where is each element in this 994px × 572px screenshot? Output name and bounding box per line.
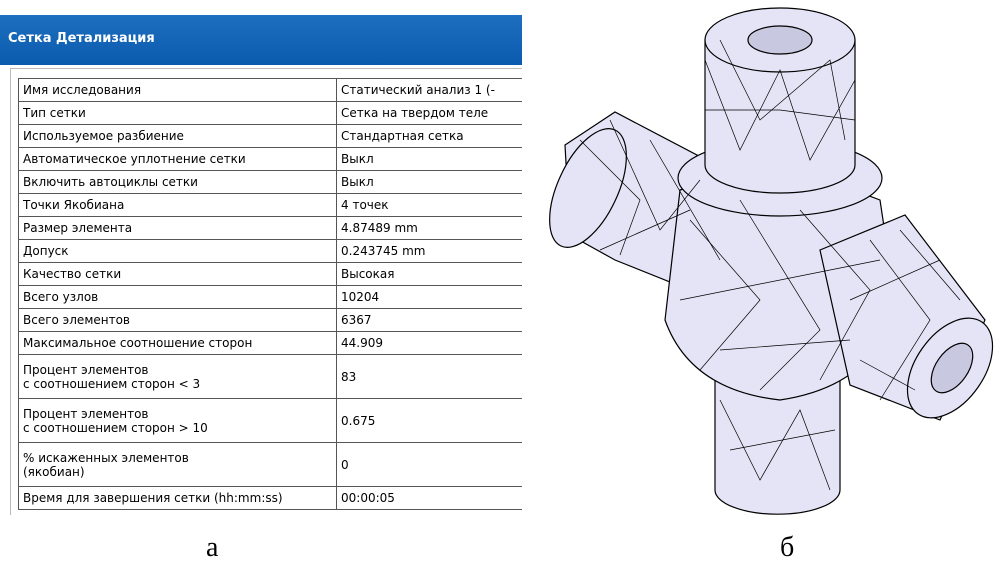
mesh-model xyxy=(0,0,994,572)
page: {"header": {"title": "Сетка Детализация"… xyxy=(0,0,994,572)
top-hole xyxy=(748,26,812,54)
caption-a: а xyxy=(206,532,218,564)
caption-b: б xyxy=(780,532,794,564)
